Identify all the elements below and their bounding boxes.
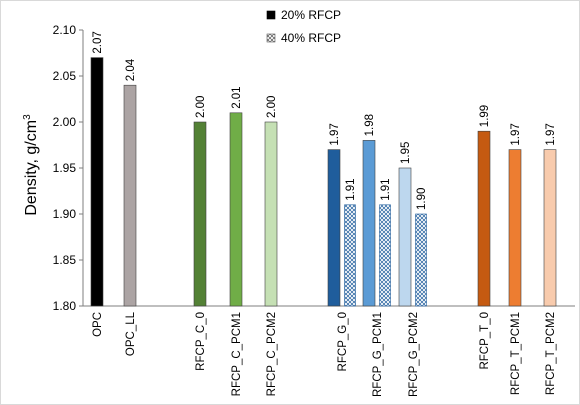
legend-swatch-40 (266, 33, 276, 43)
y-tick-label: 2.00 (53, 115, 77, 129)
data-label-20-rfcp: 1.98 (364, 114, 376, 136)
bar-20-rfcp (362, 140, 376, 307)
legend-label-20: 20% RFCP (281, 8, 341, 22)
x-category-label: RFCP_G_0 (337, 312, 349, 371)
data-label-20-rfcp: 2.04 (125, 58, 137, 81)
data-label-40-rfcp: 1.91 (345, 178, 357, 200)
x-axis-labels: OPC OPC_LL RFCP_C_0 RFCP_C_PCM1 RFCP_C_PCM2 R… (92, 311, 557, 397)
bar-20-rfcp (477, 130, 491, 307)
bar-20-rfcp (398, 167, 412, 307)
y-tick-label: 1.95 (53, 161, 77, 175)
bar-20-rfcp (327, 149, 341, 307)
y-tick-label: 1.85 (53, 253, 77, 267)
bar-20-rfcp (123, 84, 137, 307)
bar-40-rfcp (344, 204, 356, 307)
x-category-label: RFCP_T_0 (479, 312, 491, 370)
data-label-20-rfcp: 1.99 (479, 105, 491, 127)
data-label-40-rfcp: 1.90 (416, 188, 428, 210)
bar-20-rfcp (90, 57, 104, 307)
x-category-label: RFCP_C_0 (195, 312, 207, 371)
bar-20-rfcp (193, 121, 207, 307)
bar-40-rfcp (379, 204, 391, 307)
bar-20-rfcp (508, 149, 522, 307)
bar-20-rfcp (264, 121, 278, 307)
x-category-label: RFCP_T_PCM1 (510, 312, 522, 395)
x-category-label: RFCP_C_PCM2 (266, 312, 278, 396)
data-label-20-rfcp: 2.07 (92, 31, 104, 53)
y-tick-label: 2.10 (53, 23, 77, 37)
x-category-label: RFCP_G_PCM2 (408, 312, 420, 397)
y-tick-label: 2.05 (53, 69, 77, 83)
data-label-20-rfcp: 2.00 (195, 96, 207, 118)
legend-label-40: 40% RFCP (281, 31, 341, 45)
x-category-label: RFCP_T_PCM2 (545, 312, 557, 395)
data-label-20-rfcp: 1.97 (510, 123, 522, 145)
data-label-20-rfcp: 1.97 (545, 123, 557, 145)
bar-40-rfcp (415, 213, 427, 307)
data-label-20-rfcp: 2.00 (266, 96, 278, 118)
bars (90, 57, 557, 307)
data-label-20-rfcp: 1.97 (329, 123, 341, 145)
data-label-20-rfcp: 1.95 (400, 142, 412, 164)
data-labels: 2.07 2.04 2.00 2.01 2.00 1.97 1.91 1.98 1.91 1.95… (92, 31, 557, 210)
data-label-20-rfcp: 2.01 (231, 86, 243, 108)
y-tick-label: 1.90 (53, 207, 77, 221)
x-category-label: OPC (92, 312, 104, 337)
data-label-40-rfcp: 1.91 (380, 178, 392, 200)
legend: 20% RFCP 40% RFCP (266, 8, 341, 45)
bar-20-rfcp (543, 149, 557, 307)
y-tick-label: 1.80 (53, 299, 77, 313)
x-category-label: RFCP_G_PCM1 (372, 312, 384, 397)
x-category-label: RFCP_C_PCM1 (231, 312, 243, 396)
legend-swatch-20 (266, 10, 276, 20)
bar-20-rfcp (229, 112, 243, 307)
y-axis-title: Density, g/cm3 (22, 114, 40, 216)
x-category-label: OPC_LL (125, 311, 137, 356)
